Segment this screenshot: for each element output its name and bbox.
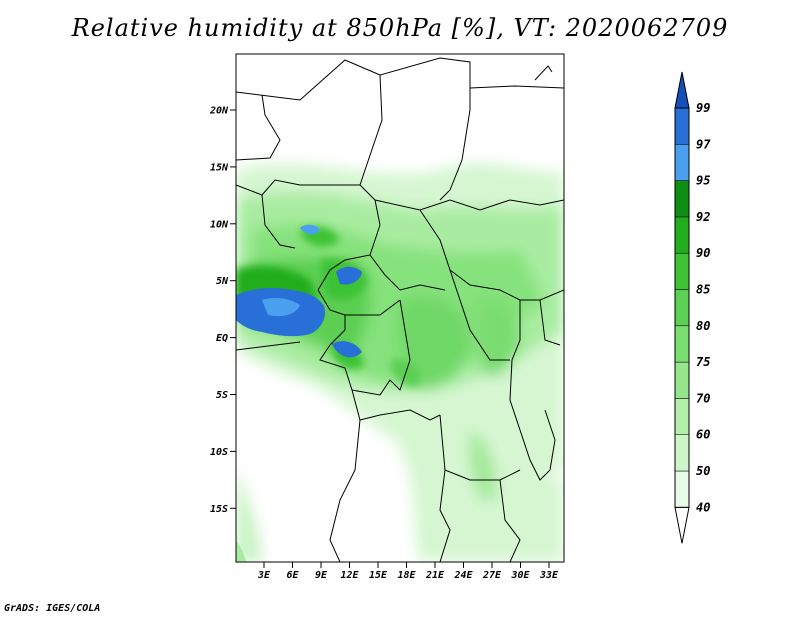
colorbar-segment bbox=[674, 470, 690, 508]
colorbar-frame bbox=[674, 107, 690, 508]
colorbar-label: 97 bbox=[696, 137, 711, 151]
colorbar-label: 92 bbox=[696, 210, 710, 224]
colorbar-segment bbox=[674, 144, 690, 181]
lat-label: 10N bbox=[210, 219, 229, 230]
colorbar-label: 95 bbox=[696, 174, 710, 188]
humidity-field bbox=[236, 54, 564, 562]
lon-label: 3E bbox=[257, 570, 271, 581]
lon-label: 24E bbox=[453, 570, 473, 581]
colorbar-low-arrow bbox=[674, 506, 690, 544]
colorbar-high-arrow bbox=[674, 71, 690, 109]
colorbar-segment bbox=[674, 107, 690, 145]
colorbar-label: 40 bbox=[696, 500, 710, 514]
lon-label: 15E bbox=[369, 570, 388, 581]
lat-label: 20N bbox=[209, 106, 229, 117]
colorbar-segment bbox=[674, 252, 690, 290]
lon-label: 9E bbox=[315, 570, 328, 581]
lon-label: 33E bbox=[539, 570, 559, 581]
colorbar-label: 70 bbox=[696, 391, 710, 405]
colorbar-label: 60 bbox=[696, 428, 710, 442]
latitude-axis: 20N 15N 10N 5N EQ 5S 10S 15S bbox=[209, 106, 236, 515]
lat-label: EQ bbox=[216, 333, 228, 344]
lat-label: 15N bbox=[210, 162, 229, 173]
lat-label: 5S bbox=[216, 390, 228, 401]
map-title: Relative humidity at 850hPa [%], VT: 202… bbox=[71, 14, 729, 42]
lon-label: 30E bbox=[510, 570, 530, 581]
colorbar-label: 90 bbox=[696, 246, 710, 260]
map-frame bbox=[235, 53, 565, 563]
grads-credit: GrADS: IGES/COLA bbox=[4, 603, 101, 614]
colorbar: 40 50 60 70 75 80 85 90 92 95 97 99 bbox=[674, 71, 711, 544]
colorbar-segment bbox=[674, 216, 690, 254]
colorbar-segment bbox=[674, 325, 690, 363]
colorbar-label: 80 bbox=[696, 319, 710, 333]
lat-label: 15S bbox=[210, 504, 228, 515]
lat-label: 5N bbox=[216, 276, 229, 287]
longitude-axis: 3E 6E 9E 12E 15E 18E 21E 24E 27E 30E 33E bbox=[257, 562, 559, 581]
colorbar-segment bbox=[674, 180, 690, 218]
lon-label: 12E bbox=[340, 570, 359, 581]
colorbar-segment bbox=[674, 434, 690, 472]
lat-label: 10S bbox=[210, 447, 228, 458]
lon-label: 21E bbox=[425, 570, 445, 581]
colorbar-segment bbox=[674, 361, 690, 399]
country-borders bbox=[236, 57, 564, 562]
lon-label: 18E bbox=[397, 570, 416, 581]
lon-label: 27E bbox=[482, 570, 502, 581]
colorbar-segment bbox=[674, 398, 690, 435]
colorbar-label: 85 bbox=[696, 283, 710, 297]
lon-label: 6E bbox=[286, 570, 299, 581]
colorbar-label: 50 bbox=[696, 464, 710, 478]
colorbar-label: 99 bbox=[696, 101, 710, 115]
colorbar-segment bbox=[674, 289, 690, 327]
colorbar-label: 75 bbox=[696, 355, 710, 369]
